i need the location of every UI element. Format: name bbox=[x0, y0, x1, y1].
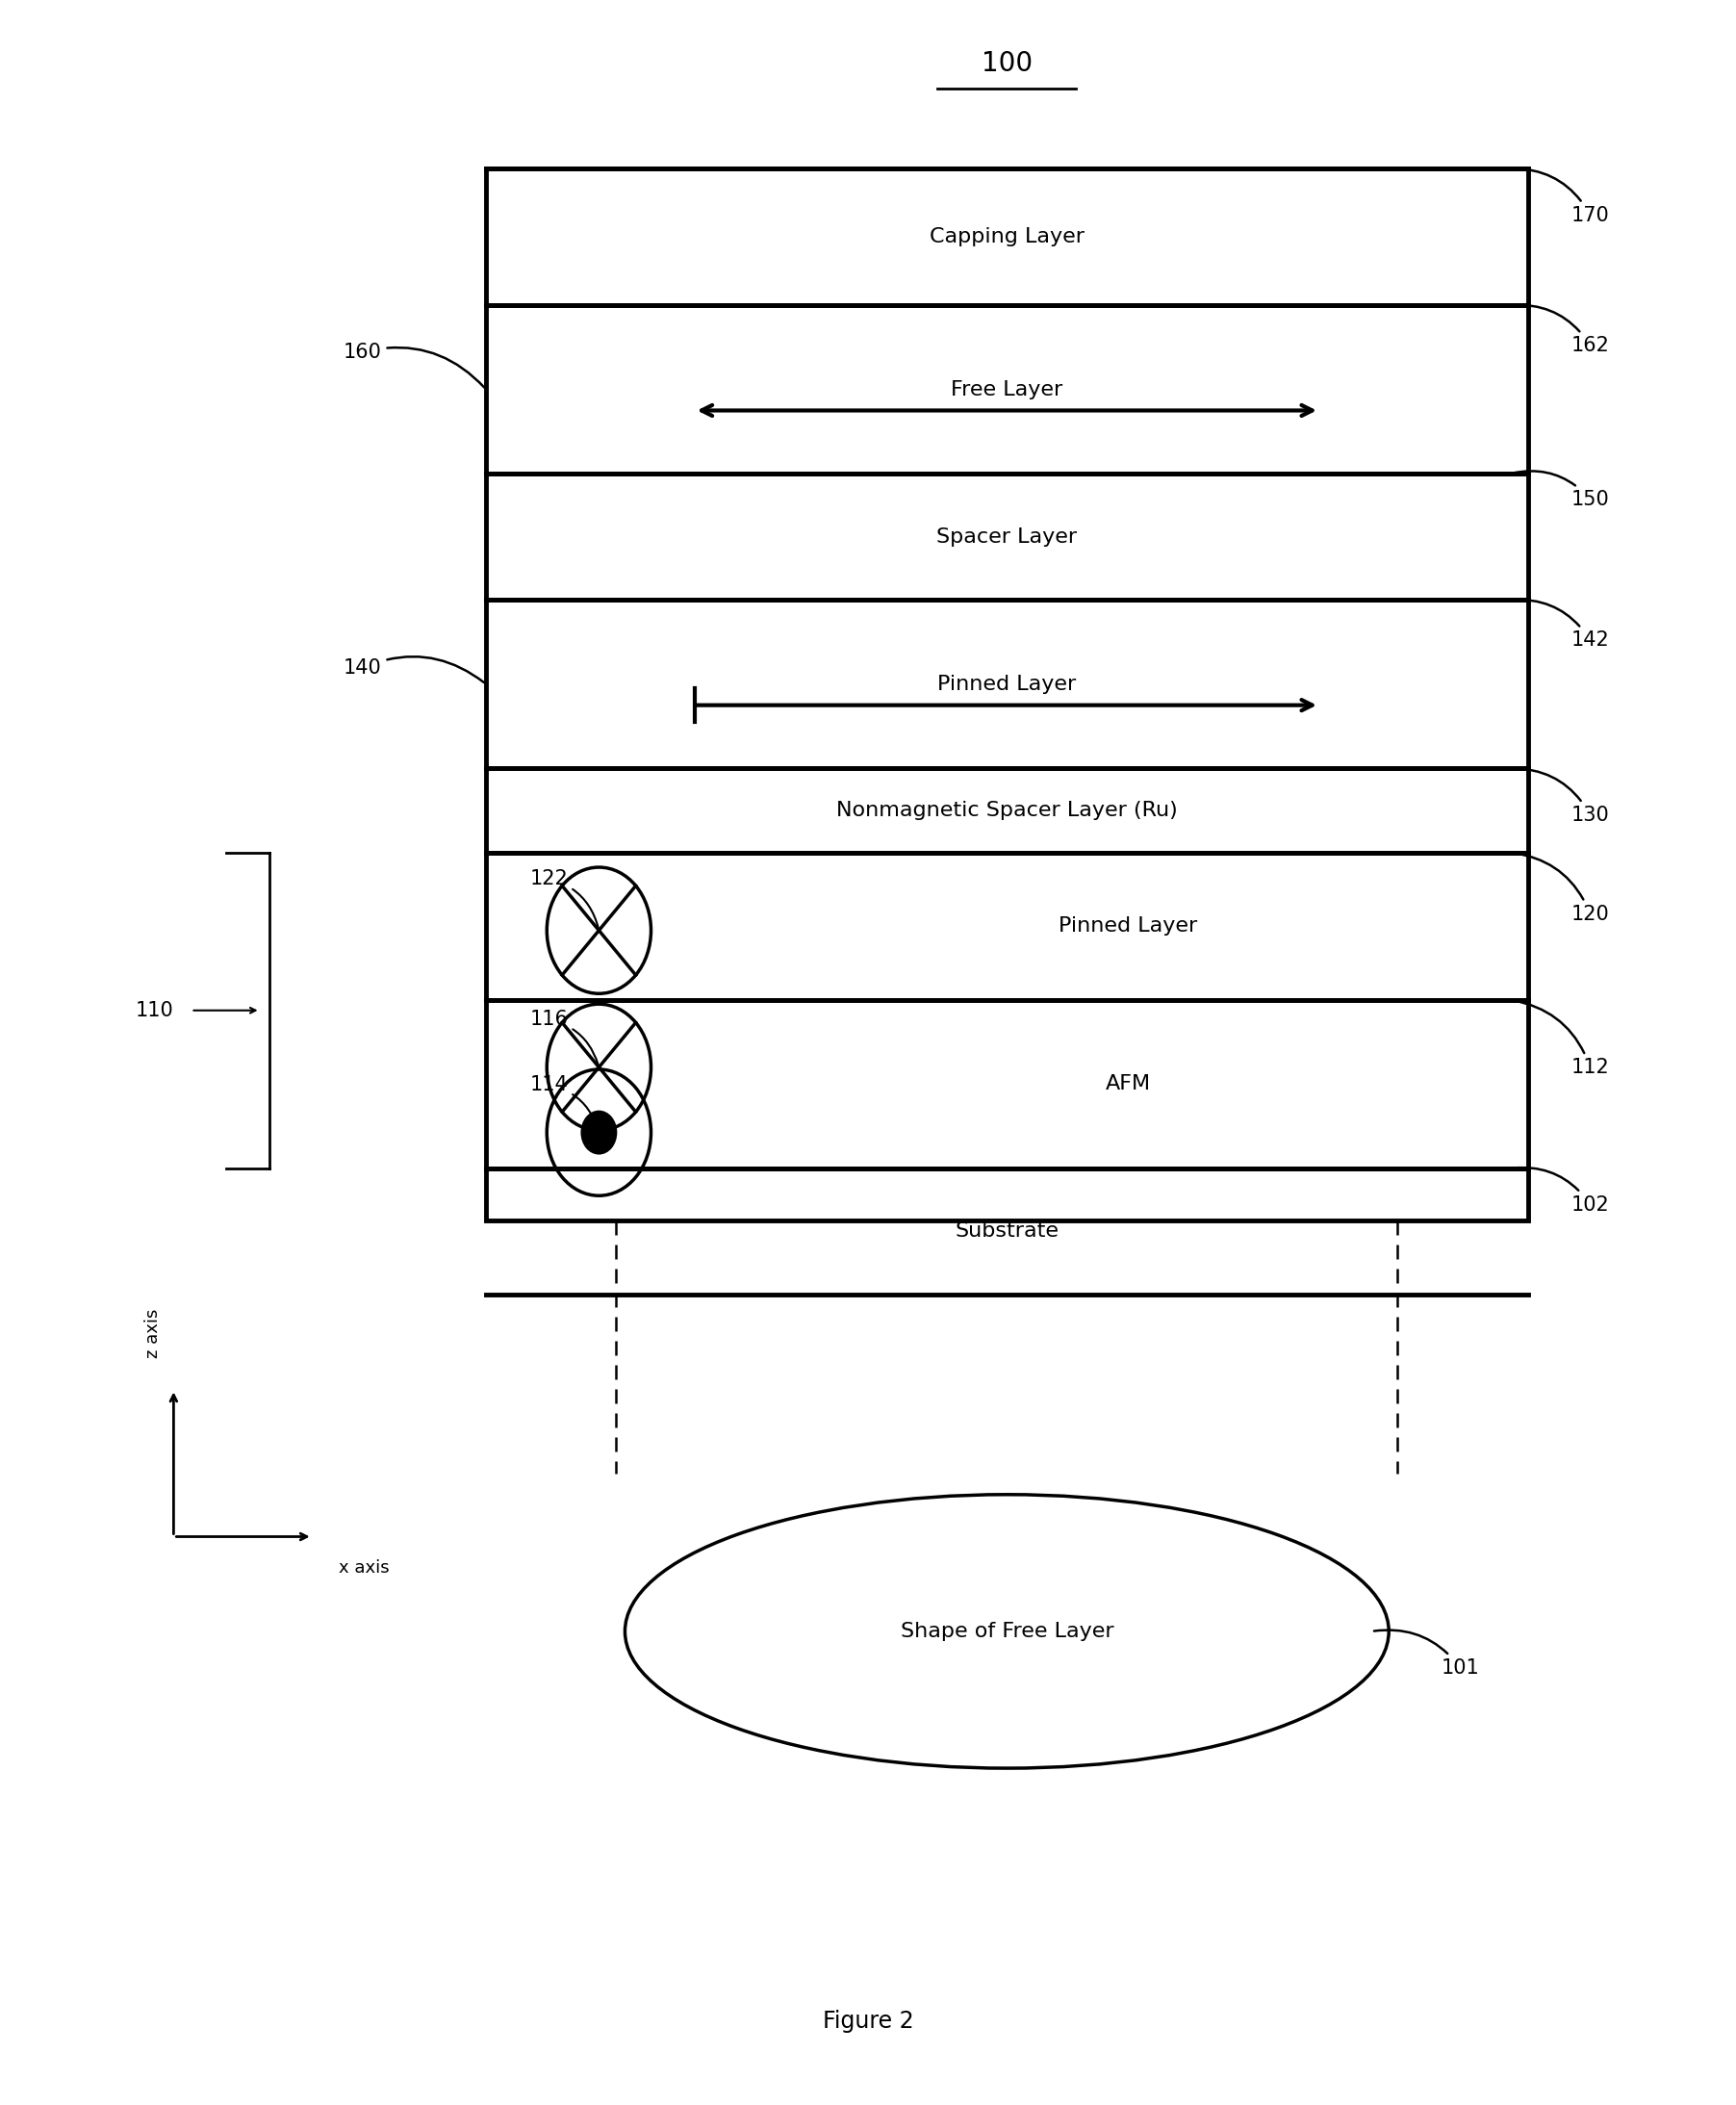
Text: Pinned Layer: Pinned Layer bbox=[937, 674, 1076, 695]
Text: 142: 142 bbox=[1514, 600, 1609, 650]
Text: Capping Layer: Capping Layer bbox=[929, 227, 1085, 246]
Text: 160: 160 bbox=[344, 343, 484, 387]
FancyBboxPatch shape bbox=[486, 168, 1528, 1221]
Text: 110: 110 bbox=[135, 1000, 174, 1021]
Text: x axis: x axis bbox=[339, 1560, 389, 1577]
Text: 100: 100 bbox=[981, 51, 1033, 76]
Text: 116: 116 bbox=[529, 1010, 599, 1065]
Text: Free Layer: Free Layer bbox=[951, 379, 1062, 400]
Text: Substrate: Substrate bbox=[955, 1221, 1059, 1242]
Circle shape bbox=[580, 1111, 618, 1154]
Text: Spacer Layer: Spacer Layer bbox=[936, 526, 1078, 547]
Text: z axis: z axis bbox=[144, 1309, 161, 1358]
Text: 150: 150 bbox=[1514, 472, 1609, 509]
Text: 102: 102 bbox=[1514, 1168, 1609, 1215]
Text: Nonmagnetic Spacer Layer (Ru): Nonmagnetic Spacer Layer (Ru) bbox=[837, 800, 1177, 821]
Text: 162: 162 bbox=[1514, 305, 1609, 356]
Text: 112: 112 bbox=[1514, 1000, 1609, 1078]
Text: 140: 140 bbox=[344, 657, 484, 682]
Text: Figure 2: Figure 2 bbox=[823, 2010, 913, 2031]
Text: 122: 122 bbox=[529, 869, 599, 928]
Text: 120: 120 bbox=[1514, 853, 1609, 924]
Text: AFM: AFM bbox=[1106, 1074, 1151, 1095]
Text: Pinned Layer: Pinned Layer bbox=[1059, 916, 1198, 937]
Text: Shape of Free Layer: Shape of Free Layer bbox=[901, 1621, 1113, 1642]
Text: 170: 170 bbox=[1514, 168, 1609, 225]
Text: 114: 114 bbox=[529, 1076, 599, 1130]
Text: 101: 101 bbox=[1375, 1629, 1479, 1678]
Text: 130: 130 bbox=[1514, 768, 1609, 825]
